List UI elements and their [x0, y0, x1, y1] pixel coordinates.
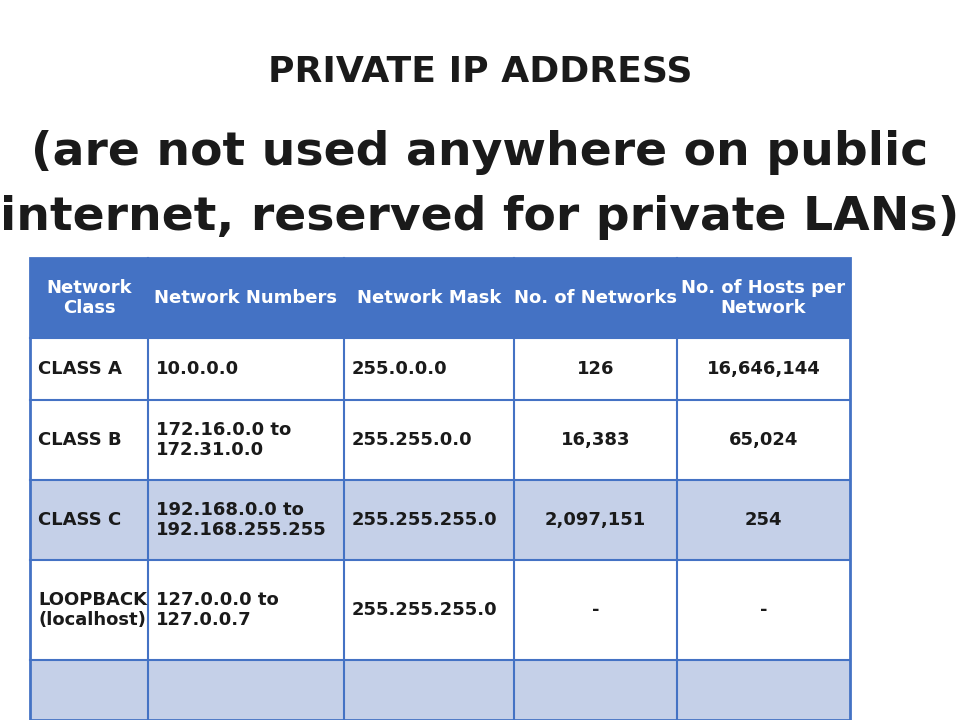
Bar — [30, 400, 148, 480]
Text: 16,646,144: 16,646,144 — [707, 360, 821, 378]
Bar — [148, 400, 344, 480]
Text: 126: 126 — [577, 360, 614, 378]
Bar — [30, 258, 850, 720]
Bar — [30, 258, 148, 338]
Text: Network
Class: Network Class — [46, 279, 132, 318]
Bar — [148, 480, 344, 560]
Text: LOOPBACK
(localhost): LOOPBACK (localhost) — [38, 590, 147, 629]
Bar — [677, 338, 850, 400]
Text: 255.255.255.0: 255.255.255.0 — [352, 601, 497, 619]
Bar — [30, 480, 148, 560]
Bar — [677, 660, 850, 720]
Bar — [514, 480, 677, 560]
Bar — [344, 400, 514, 480]
Bar — [344, 480, 514, 560]
Bar — [148, 660, 344, 720]
Text: 2,097,151: 2,097,151 — [545, 511, 646, 529]
Bar — [30, 338, 148, 400]
Text: 127.0.0.0 to
127.0.0.7: 127.0.0.0 to 127.0.0.7 — [156, 590, 278, 629]
Text: -: - — [591, 601, 599, 619]
Bar — [344, 560, 514, 660]
Text: CLASS B: CLASS B — [38, 431, 122, 449]
Bar — [344, 338, 514, 400]
Bar — [148, 338, 344, 400]
Text: 16,383: 16,383 — [561, 431, 631, 449]
Text: CLASS A: CLASS A — [38, 360, 122, 378]
Bar — [148, 258, 344, 338]
Bar — [677, 560, 850, 660]
Text: 172.16.0.0 to
172.31.0.0: 172.16.0.0 to 172.31.0.0 — [156, 420, 291, 459]
Bar — [344, 660, 514, 720]
Bar — [514, 400, 677, 480]
Text: (are not used anywhere on public: (are not used anywhere on public — [32, 130, 928, 175]
Text: -: - — [759, 601, 767, 619]
Bar — [30, 560, 148, 660]
Text: 255.255.255.0: 255.255.255.0 — [352, 511, 497, 529]
Text: No. of Networks: No. of Networks — [514, 289, 677, 307]
Text: 10.0.0.0: 10.0.0.0 — [156, 360, 239, 378]
Text: 254: 254 — [745, 511, 782, 529]
Bar — [677, 480, 850, 560]
Text: Network Mask: Network Mask — [357, 289, 501, 307]
Bar — [30, 660, 148, 720]
Text: CLASS C: CLASS C — [38, 511, 121, 529]
Bar — [514, 338, 677, 400]
Bar — [677, 400, 850, 480]
Text: 65,024: 65,024 — [729, 431, 798, 449]
Text: 192.168.0.0 to
192.168.255.255: 192.168.0.0 to 192.168.255.255 — [156, 500, 326, 539]
Bar — [344, 258, 514, 338]
Text: 255.255.0.0: 255.255.0.0 — [352, 431, 472, 449]
Text: 255.0.0.0: 255.0.0.0 — [352, 360, 447, 378]
Bar — [514, 560, 677, 660]
Text: PRIVATE IP ADDRESS: PRIVATE IP ADDRESS — [268, 55, 692, 89]
Text: No. of Hosts per
Network: No. of Hosts per Network — [682, 279, 846, 318]
Bar — [514, 660, 677, 720]
Text: Network Numbers: Network Numbers — [155, 289, 338, 307]
Bar — [148, 560, 344, 660]
Text: internet, reserved for private LANs): internet, reserved for private LANs) — [0, 195, 960, 240]
Bar — [677, 258, 850, 338]
Bar — [514, 258, 677, 338]
